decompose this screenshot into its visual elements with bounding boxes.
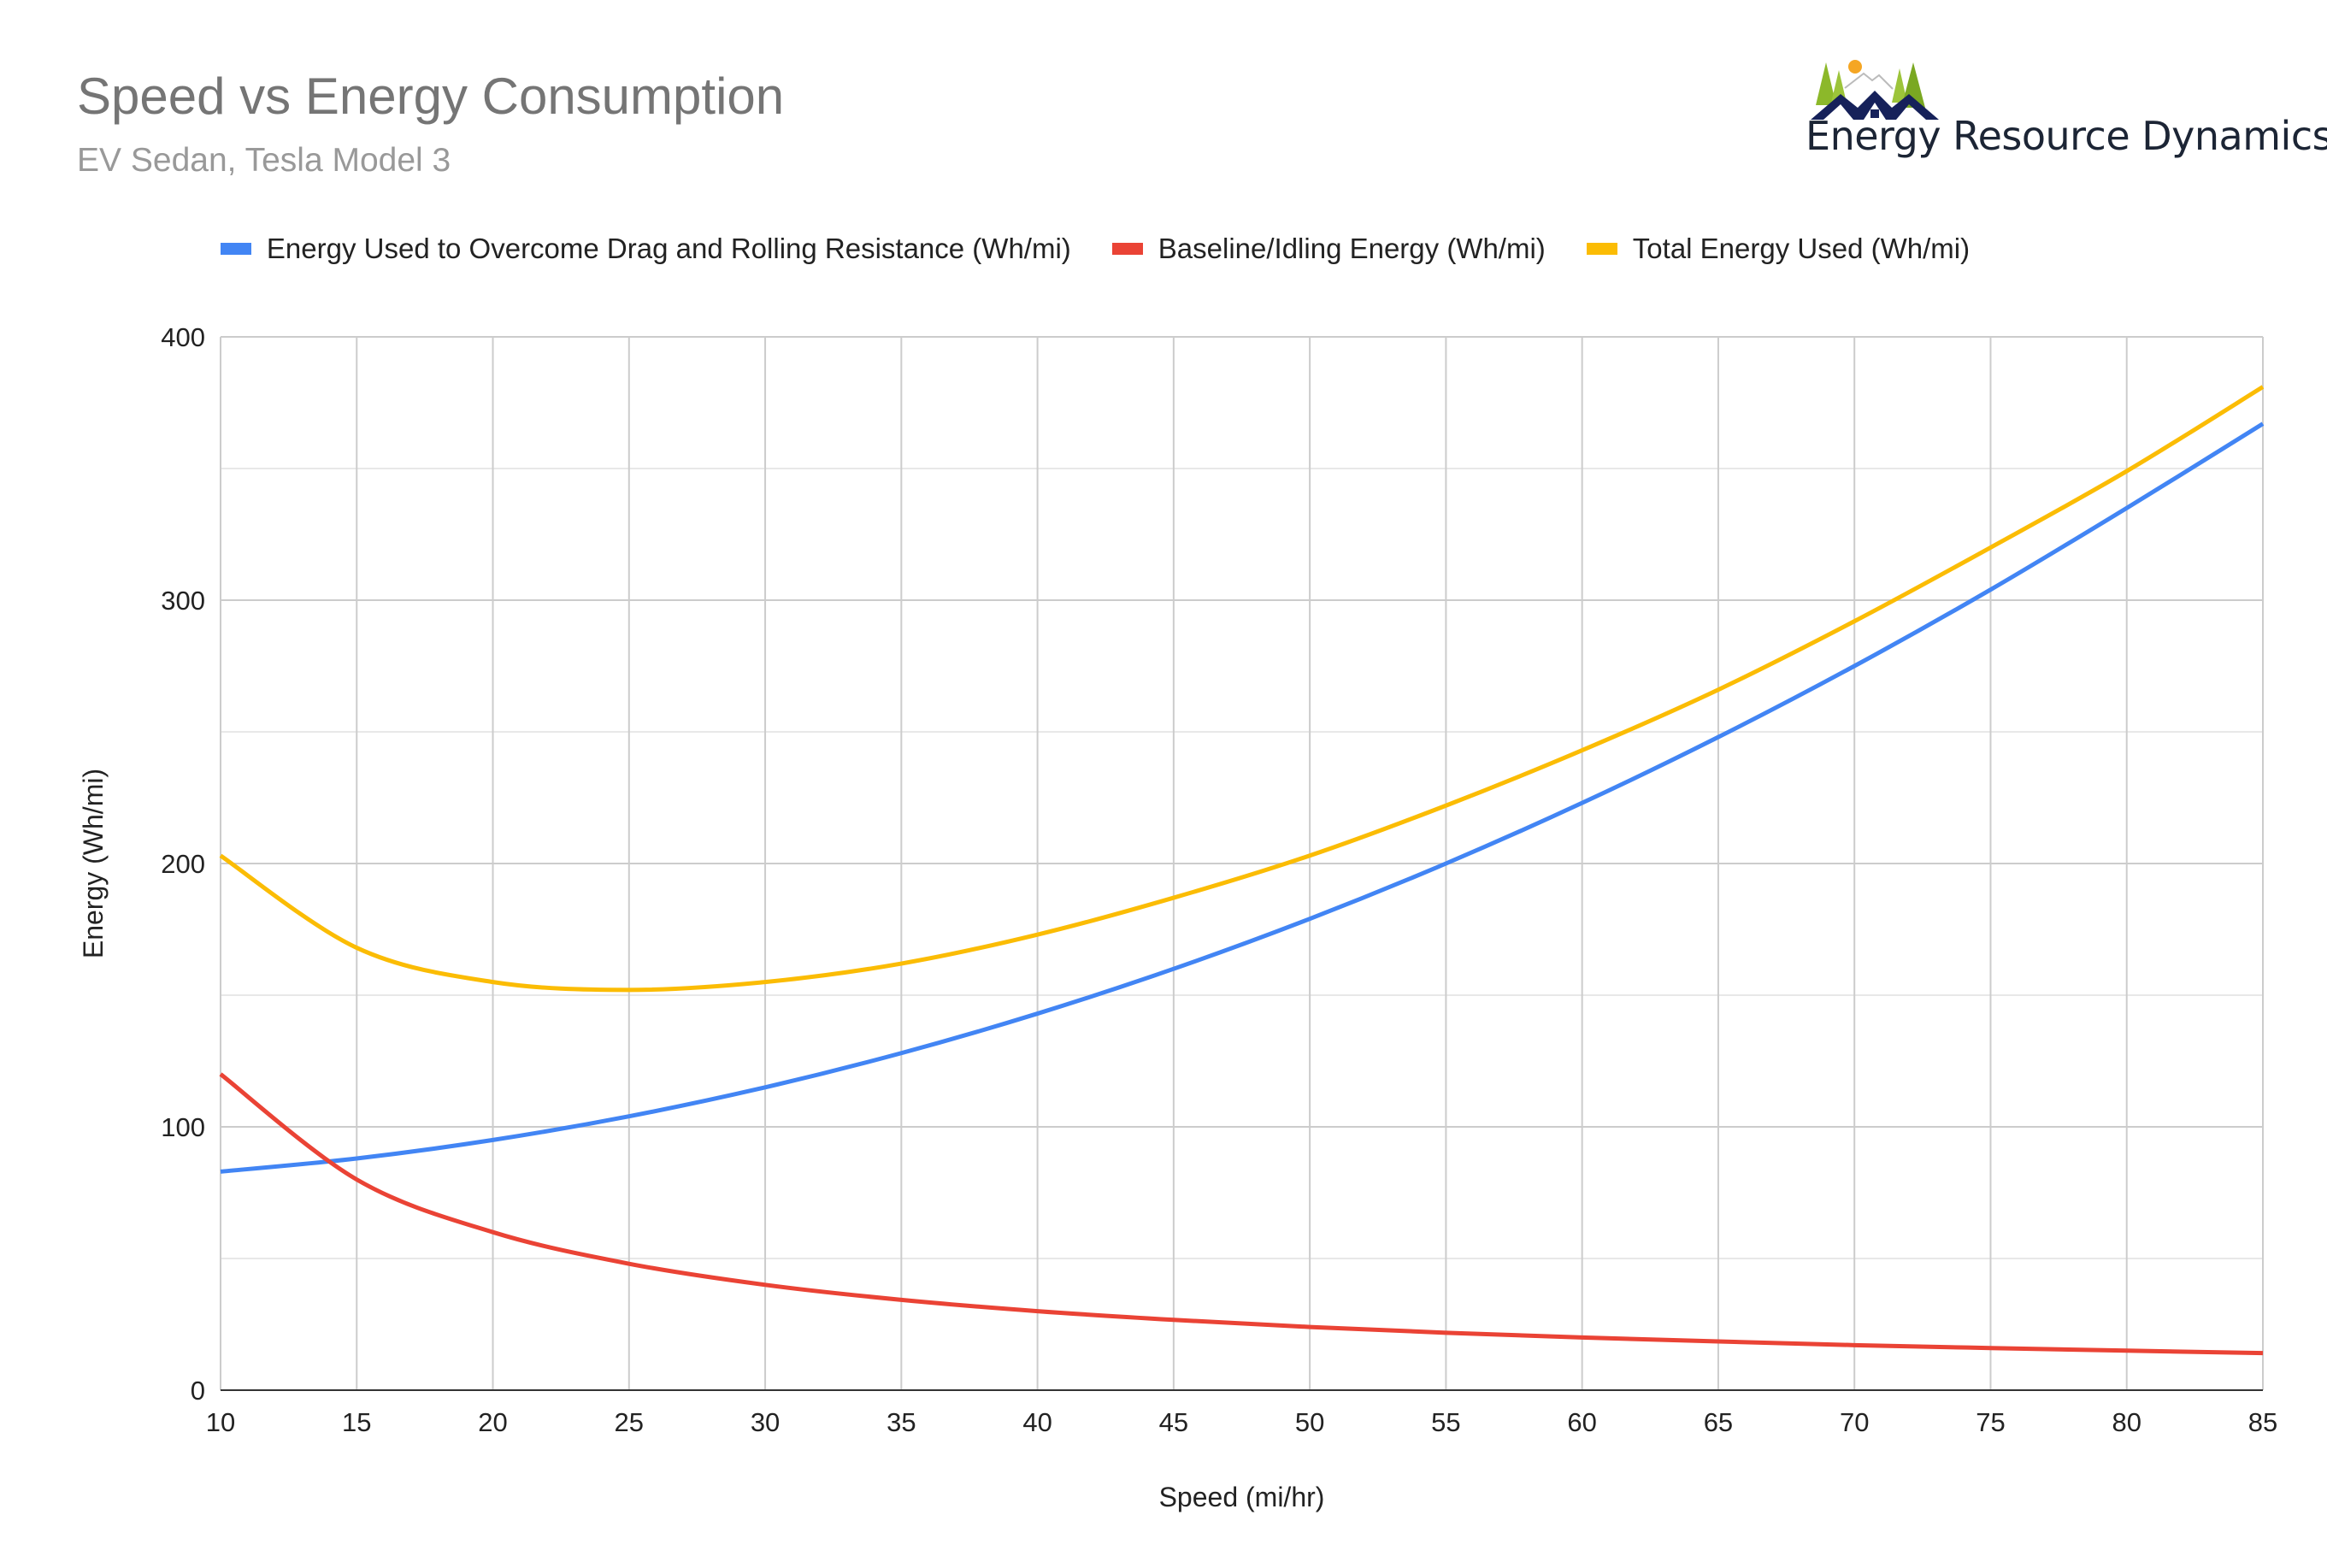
x-tick-label: 75 <box>1976 1407 2005 1437</box>
x-tick-label: 45 <box>1159 1407 1188 1437</box>
legend: Energy Used to Overcome Drag and Rolling… <box>0 233 2327 265</box>
x-tick-label: 50 <box>1295 1407 1324 1437</box>
legend-swatch-total <box>1586 243 1617 255</box>
y-tick-label: 0 <box>191 1376 205 1406</box>
x-tick-label: 25 <box>615 1407 644 1437</box>
x-tick-label: 15 <box>342 1407 371 1437</box>
x-tick-label: 85 <box>2248 1407 2277 1437</box>
x-tick-label: 35 <box>887 1407 916 1437</box>
legend-swatch-baseline <box>1111 243 1143 255</box>
y-tick-label: 200 <box>161 849 205 879</box>
x-tick-label: 20 <box>478 1407 507 1437</box>
y-tick-label: 100 <box>161 1112 205 1142</box>
legend-label-baseline: Baseline/Idling Energy (Wh/mi) <box>1158 233 1546 264</box>
x-tick-label: 60 <box>1567 1407 1596 1437</box>
x-tick-label: 70 <box>1840 1407 1869 1437</box>
legend-item-drag[interactable]: Energy Used to Overcome Drag and Rolling… <box>220 233 1071 265</box>
x-axis-title: Speed (mi/hr) <box>1159 1482 1325 1512</box>
brand-logo-icon <box>1811 60 1939 120</box>
x-tick-label: 30 <box>751 1407 780 1437</box>
y-tick-label: 400 <box>161 322 205 352</box>
y-tick-label: 300 <box>161 586 205 616</box>
chart-title: Speed vs Energy Consumption <box>77 68 785 125</box>
y-axis-title: Energy (Wh/mi) <box>78 769 109 958</box>
legend-label-total: Total Energy Used (Wh/mi) <box>1632 233 1971 264</box>
brand-name: Energy Resource Dynamics <box>1806 113 2327 159</box>
x-tick-label: 40 <box>1022 1407 1052 1437</box>
legend-label-drag: Energy Used to Overcome Drag and Rolling… <box>266 233 1071 264</box>
series-line-1 <box>219 1072 2264 1356</box>
legend-item-baseline[interactable]: Baseline/Idling Energy (Wh/mi) <box>1111 233 1546 265</box>
legend-swatch-drag <box>220 243 251 255</box>
x-tick-label: 80 <box>2112 1407 2141 1437</box>
series-line-2 <box>219 385 2265 993</box>
x-tick-label: 65 <box>1704 1407 1733 1437</box>
legend-item-total[interactable]: Total Energy Used (Wh/mi) <box>1586 233 1971 265</box>
series-line-0 <box>220 421 2265 1174</box>
x-tick-label: 10 <box>206 1407 235 1437</box>
chart-subtitle: EV Sedan, Tesla Model 3 <box>77 142 451 179</box>
x-tick-label: 55 <box>1431 1407 1460 1437</box>
